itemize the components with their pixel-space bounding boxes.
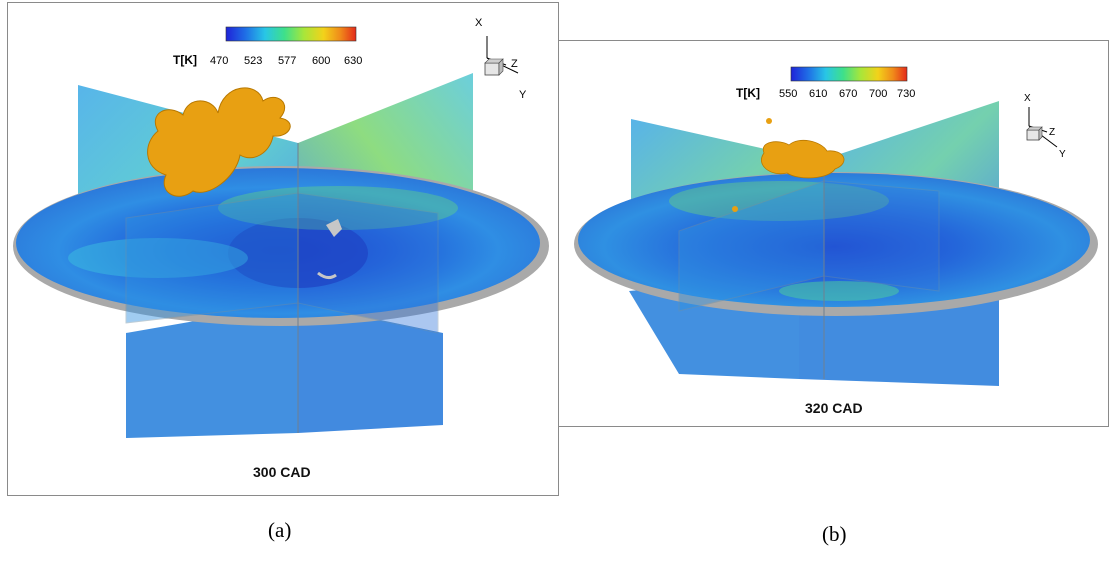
panel-title: 300 CAD xyxy=(253,464,311,480)
colorbar-tick: 600 xyxy=(312,55,330,67)
isosurface-droplet xyxy=(732,206,738,212)
axis-label-y: Y xyxy=(1059,149,1066,160)
disk-green-band xyxy=(669,181,889,221)
axis-label-x: X xyxy=(475,17,483,29)
figure-a-canvas: T[K] 470 523 577 600 630 X Z Y 300 CAD xyxy=(13,17,549,480)
colorbar-tick: 610 xyxy=(809,88,827,100)
caption-b: (b) xyxy=(822,522,847,546)
axis-label-z: Z xyxy=(511,58,518,70)
plane-lower-left xyxy=(126,303,298,438)
panel-b: T[K] 550 610 670 700 730 X Z Y 320 CAD xyxy=(558,40,1109,427)
colorbar-tick: 630 xyxy=(344,55,362,67)
colorbar-tick: 577 xyxy=(278,55,296,67)
panel-title: 320 CAD xyxy=(805,400,863,416)
colorbar xyxy=(225,26,357,42)
figure-b-canvas: T[K] 550 610 670 700 730 X Z Y 320 CAD xyxy=(574,66,1098,416)
colorbar-tick: 550 xyxy=(779,88,797,100)
plane-front-right xyxy=(823,180,940,292)
isosurface-blob xyxy=(761,139,845,179)
colorbar xyxy=(790,66,908,82)
colorbar-tick: 523 xyxy=(244,55,262,67)
disk-green-band xyxy=(218,186,458,230)
disk-cyan-band xyxy=(68,238,248,278)
colorbar-tick: 700 xyxy=(869,88,887,100)
colorbar-label: T[K] xyxy=(173,53,197,67)
axis-triad: X Z Y xyxy=(475,17,527,101)
colorbar-tick: 730 xyxy=(897,88,915,100)
caption-a: (a) xyxy=(268,518,292,542)
plane-lower-right xyxy=(298,303,443,433)
isosurface-droplet xyxy=(766,118,772,124)
grey-spot xyxy=(317,271,337,280)
isosurface-blob xyxy=(147,87,291,197)
colorbar-label: T[K] xyxy=(736,86,760,100)
horizontal-disk xyxy=(578,173,1090,307)
colorbar-tick: 470 xyxy=(210,55,228,67)
axis-label-x: X xyxy=(1024,93,1031,104)
grey-spot xyxy=(326,219,342,237)
axis-label-y: Y xyxy=(519,89,527,101)
disk-green-band xyxy=(779,281,899,301)
colorbar-tick: 670 xyxy=(839,88,857,100)
axis-label-z: Z xyxy=(1049,127,1055,138)
panel-a: T[K] 470 523 577 600 630 X Z Y 300 CAD xyxy=(7,2,559,496)
axis-triad: X Z Y xyxy=(1024,93,1066,160)
